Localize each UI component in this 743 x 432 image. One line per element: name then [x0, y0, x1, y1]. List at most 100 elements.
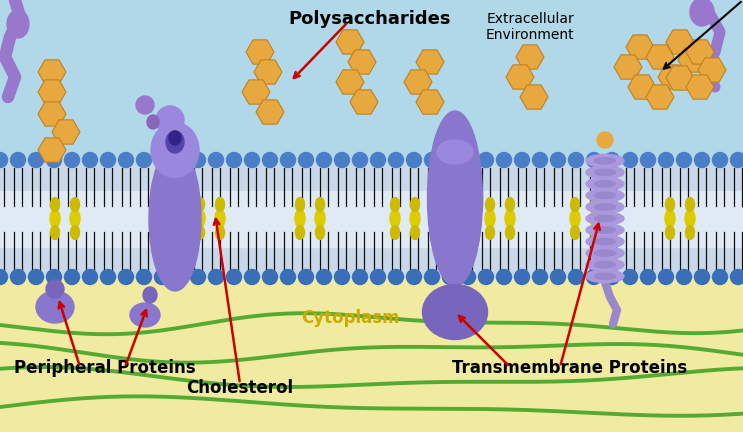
- Ellipse shape: [594, 215, 615, 222]
- Ellipse shape: [594, 204, 615, 210]
- Circle shape: [28, 152, 44, 168]
- Ellipse shape: [391, 226, 400, 239]
- Circle shape: [461, 270, 476, 285]
- Ellipse shape: [485, 197, 495, 212]
- Circle shape: [352, 152, 368, 168]
- Ellipse shape: [296, 197, 305, 212]
- Ellipse shape: [594, 192, 615, 199]
- Ellipse shape: [46, 280, 64, 298]
- Circle shape: [118, 152, 134, 168]
- Circle shape: [623, 270, 637, 285]
- Ellipse shape: [586, 189, 624, 202]
- Circle shape: [118, 270, 134, 285]
- Ellipse shape: [665, 210, 675, 228]
- Circle shape: [605, 152, 620, 168]
- Circle shape: [352, 270, 368, 285]
- Ellipse shape: [591, 226, 600, 239]
- Circle shape: [47, 152, 62, 168]
- Circle shape: [586, 270, 602, 285]
- Circle shape: [190, 270, 206, 285]
- Ellipse shape: [130, 303, 160, 327]
- Circle shape: [172, 152, 187, 168]
- Circle shape: [496, 270, 511, 285]
- Ellipse shape: [316, 197, 325, 212]
- Circle shape: [0, 270, 7, 285]
- Circle shape: [478, 152, 493, 168]
- Text: Cholesterol: Cholesterol: [186, 379, 293, 397]
- Ellipse shape: [505, 226, 514, 239]
- Circle shape: [10, 152, 25, 168]
- Circle shape: [478, 270, 493, 285]
- Ellipse shape: [485, 226, 495, 239]
- Circle shape: [533, 152, 548, 168]
- Circle shape: [586, 152, 602, 168]
- Circle shape: [730, 152, 743, 168]
- Ellipse shape: [586, 224, 624, 236]
- Text: Peripheral Proteins: Peripheral Proteins: [14, 359, 196, 377]
- Ellipse shape: [7, 10, 29, 38]
- Ellipse shape: [71, 226, 80, 239]
- Ellipse shape: [215, 226, 224, 239]
- Circle shape: [713, 152, 727, 168]
- Circle shape: [334, 270, 349, 285]
- Ellipse shape: [195, 197, 204, 212]
- Circle shape: [443, 152, 458, 168]
- Ellipse shape: [156, 106, 184, 134]
- Circle shape: [551, 270, 565, 285]
- Ellipse shape: [70, 210, 80, 228]
- Circle shape: [281, 270, 296, 285]
- Circle shape: [461, 152, 476, 168]
- Circle shape: [262, 270, 277, 285]
- Ellipse shape: [666, 226, 675, 239]
- Circle shape: [299, 152, 314, 168]
- Circle shape: [568, 152, 583, 168]
- Circle shape: [155, 152, 169, 168]
- Ellipse shape: [571, 226, 580, 239]
- Ellipse shape: [316, 226, 325, 239]
- Circle shape: [209, 152, 224, 168]
- Circle shape: [658, 270, 673, 285]
- Ellipse shape: [594, 250, 615, 256]
- Ellipse shape: [166, 131, 184, 153]
- Text: Polysaccharides: Polysaccharides: [289, 10, 451, 28]
- Ellipse shape: [505, 210, 515, 228]
- Circle shape: [244, 270, 259, 285]
- Ellipse shape: [586, 235, 624, 248]
- Ellipse shape: [423, 285, 487, 340]
- Ellipse shape: [391, 197, 400, 212]
- Circle shape: [551, 152, 565, 168]
- Ellipse shape: [437, 140, 473, 164]
- Circle shape: [10, 270, 25, 285]
- Ellipse shape: [586, 247, 624, 260]
- Circle shape: [424, 152, 440, 168]
- Circle shape: [47, 270, 62, 285]
- Circle shape: [676, 270, 692, 285]
- Circle shape: [676, 152, 692, 168]
- Circle shape: [424, 270, 440, 285]
- Ellipse shape: [586, 166, 624, 179]
- Circle shape: [155, 270, 169, 285]
- Ellipse shape: [594, 169, 615, 175]
- Ellipse shape: [136, 96, 154, 114]
- Circle shape: [137, 270, 152, 285]
- Text: Extracellular
Environment: Extracellular Environment: [486, 12, 574, 42]
- Circle shape: [695, 152, 710, 168]
- Ellipse shape: [215, 197, 224, 212]
- Ellipse shape: [36, 291, 74, 323]
- Ellipse shape: [594, 261, 615, 268]
- Circle shape: [443, 270, 458, 285]
- Ellipse shape: [410, 197, 420, 212]
- Ellipse shape: [570, 210, 580, 228]
- Circle shape: [334, 152, 349, 168]
- Circle shape: [317, 270, 331, 285]
- Ellipse shape: [594, 158, 615, 164]
- Ellipse shape: [169, 131, 181, 145]
- Ellipse shape: [215, 210, 225, 228]
- Circle shape: [281, 152, 296, 168]
- Circle shape: [100, 152, 115, 168]
- Circle shape: [514, 270, 530, 285]
- Ellipse shape: [590, 210, 600, 228]
- Ellipse shape: [586, 154, 624, 167]
- Ellipse shape: [51, 197, 59, 212]
- Ellipse shape: [151, 123, 199, 178]
